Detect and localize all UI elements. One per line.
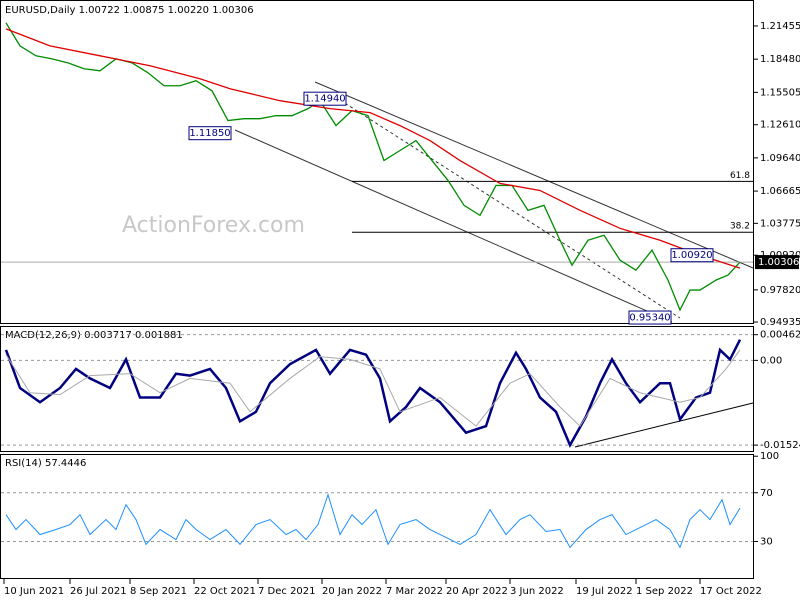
channel-upper [314,81,754,269]
x-tick-label: 22 Oct 2021 [194,586,256,597]
y-tick-label: 1.09640 [760,153,800,164]
series-line [5,349,741,427]
price-label-box [628,310,672,325]
price-label-box [188,126,232,141]
price-title: EURUSD,Daily 1.00722 1.00875 1.00220 1.0… [5,5,254,16]
y-tick-label: 0.97820 [760,285,800,296]
y-tick-label: -0.01524 [760,440,800,451]
channel-lower [234,129,673,323]
x-tick-label: 20 Apr 2022 [446,586,508,597]
x-tick-label: 8 Sep 2021 [130,586,187,597]
price-label: 1.14940 [304,94,345,105]
y-tick-label: 70 [760,488,773,499]
last-price-label: 1.00306 [758,257,799,268]
x-tick-label: 10 Jun 2021 [4,586,64,597]
fib-label: 61.8 [730,171,750,181]
y-tick-label: 1.06665 [760,186,800,197]
price-label: 1.00920 [671,250,712,261]
price-panel [0,0,754,324]
macd-panel [0,326,754,452]
rsi-title: RSI(14) 57.4446 [5,458,86,469]
y-tick-label: 100 [760,451,779,462]
y-tick-label: 1.12610 [760,120,800,131]
macd-title: MACD(12,26,9) 0.003717 0.001881 [5,330,183,341]
x-tick-label: 7 Mar 2022 [386,586,443,597]
y-tick-label: 0.00 [760,355,782,366]
y-tick-label: 0.00462 [760,330,800,341]
macd-trendline [574,402,754,448]
x-tick-label: 19 Jul 2022 [576,586,633,597]
price-label: 1.11850 [189,128,230,139]
y-tick-label: 1.21455 [760,21,800,32]
series-line [5,493,741,549]
x-tick-label: 7 Dec 2021 [258,586,316,597]
y-tick-label: 1.15505 [760,87,800,98]
y-tick-label: 1.18480 [760,54,800,65]
trend-dashed [339,99,681,319]
series-line [4,339,742,448]
fib-label: 38.2 [730,222,750,232]
series-line [5,22,741,312]
y-tick-label: 1.03775 [760,218,800,229]
price-label-box [303,91,347,106]
x-tick-label: 26 Jul 2021 [70,586,127,597]
x-tick-label: 20 Jan 2022 [322,586,382,597]
rsi-panel [0,454,754,579]
series-line [5,28,741,269]
price-label-box [670,248,714,263]
price-label: 0.95340 [629,313,670,324]
watermark: ActionForex.com [122,213,305,238]
x-tick-label: 1 Sep 2022 [636,586,693,597]
x-tick-label: 3 Jun 2022 [510,586,564,597]
y-tick-label: 0.94935 [760,317,800,328]
x-tick-label: 17 Oct 2022 [700,586,762,597]
last-price-box [755,255,799,270]
y-tick-label: 30 [760,536,773,547]
